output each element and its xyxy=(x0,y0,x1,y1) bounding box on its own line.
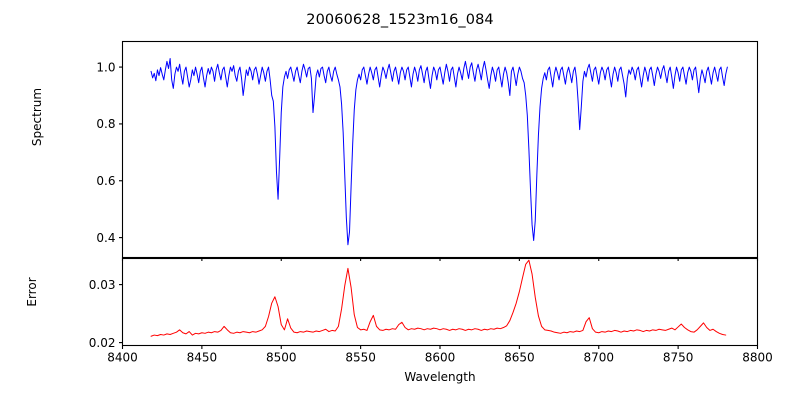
xtick-label-8500: 8500 xyxy=(266,351,297,365)
ytick-label-0.4: 0.4 xyxy=(96,231,115,245)
xtick-label-8450: 8450 xyxy=(187,351,218,365)
wavelength-axis-label: Wavelength xyxy=(404,370,476,384)
ytick-label-0.8: 0.8 xyxy=(96,117,115,131)
spectrum-panel-series-spectrum xyxy=(150,58,728,246)
error-panel-series-error xyxy=(150,259,727,337)
ytick-label-0.02: 0.02 xyxy=(89,336,116,350)
ytick-label-0.03: 0.03 xyxy=(89,278,116,292)
xtick-label-8700: 8700 xyxy=(583,351,614,365)
xtick-label-8600: 8600 xyxy=(425,351,456,365)
xtick-label-8800: 8800 xyxy=(742,351,773,365)
page-title: 20060628_1523m16_084 xyxy=(306,12,494,28)
xtick-label-8750: 8750 xyxy=(663,351,694,365)
ytick-label-0.6: 0.6 xyxy=(96,174,115,188)
xtick-label-8400: 8400 xyxy=(107,351,138,365)
ytick-label-1.0: 1.0 xyxy=(96,60,115,74)
xtick-label-8650: 8650 xyxy=(504,351,535,365)
spectrum-panel-frame xyxy=(121,40,759,259)
xtick-label-8550: 8550 xyxy=(345,351,376,365)
